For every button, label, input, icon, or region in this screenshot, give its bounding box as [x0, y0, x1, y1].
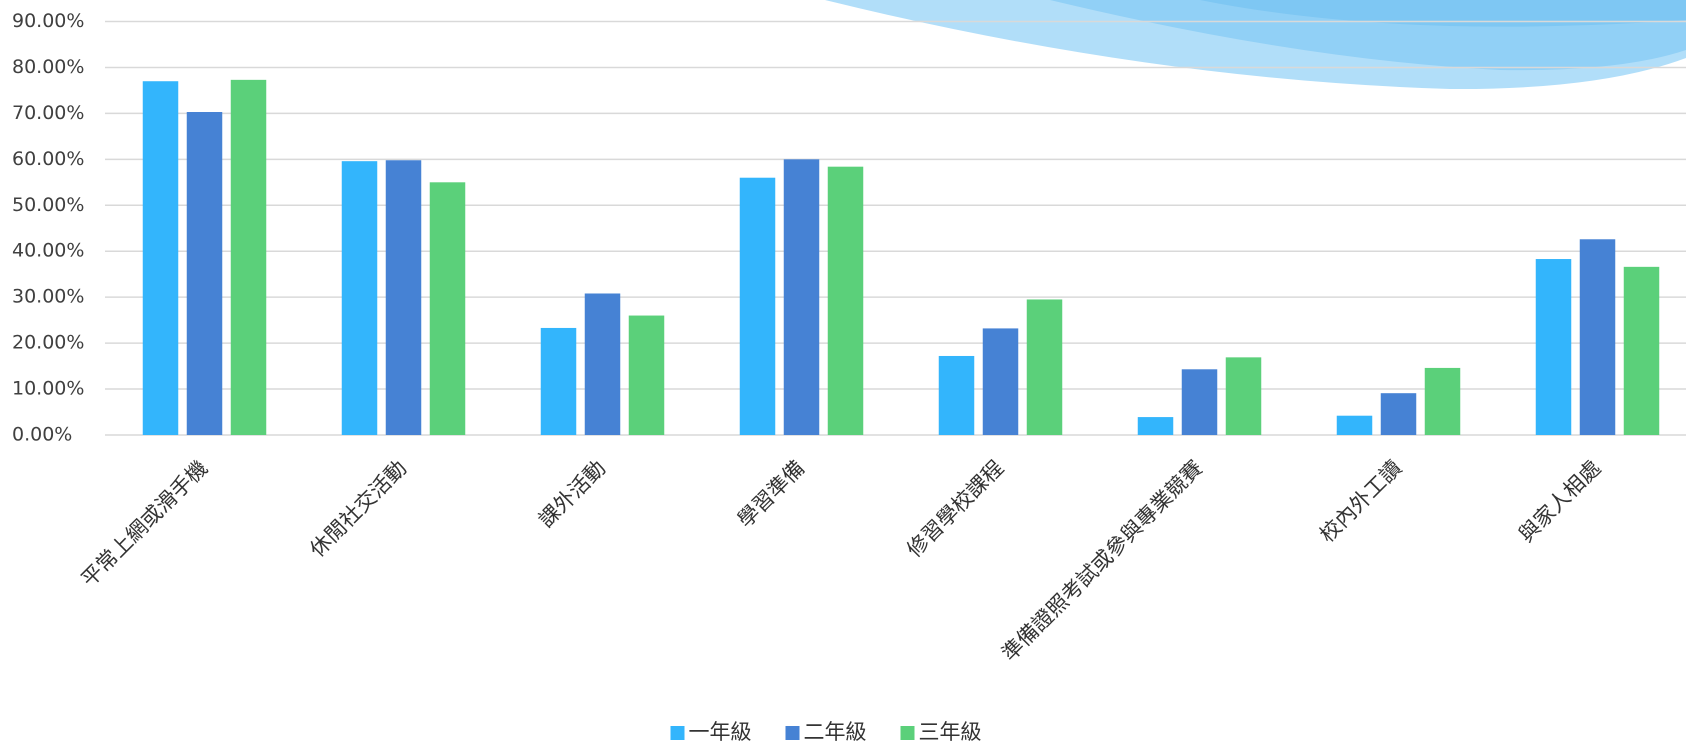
bar — [541, 328, 577, 435]
bar — [629, 316, 665, 435]
bar — [187, 112, 223, 435]
y-tick-label: 50.00% — [12, 194, 84, 216]
y-tick-label: 60.00% — [12, 148, 84, 170]
y-tick-label: 80.00% — [12, 56, 84, 78]
y-tick-label: 10.00% — [12, 378, 84, 400]
bar — [1226, 357, 1262, 435]
x-tick-label: 休閒社交活動 — [305, 456, 411, 562]
y-tick-label: 30.00% — [12, 286, 84, 308]
bar — [1624, 267, 1660, 435]
bar — [1138, 417, 1174, 435]
bar — [386, 160, 422, 435]
x-tick-label: 學習準備 — [733, 456, 809, 532]
bar — [1425, 368, 1461, 435]
legend-label: 二年級 — [804, 720, 867, 743]
bar — [1027, 299, 1063, 435]
bar — [939, 356, 975, 435]
bar — [430, 182, 466, 435]
x-tick-label: 平常上網或滑手機 — [77, 456, 213, 592]
x-tick-label: 與家人相處 — [1514, 456, 1605, 547]
bar — [143, 81, 179, 435]
x-tick-label: 修習學校課程 — [902, 456, 1008, 562]
legend-swatch — [786, 726, 800, 740]
bar — [1337, 416, 1373, 435]
y-tick-label: 0.00% — [12, 424, 72, 446]
x-tick-label: 校內外工讀 — [1315, 456, 1406, 547]
bar — [983, 328, 1019, 435]
bar — [1182, 369, 1218, 435]
chart: 0.00% 10.00% 20.00% 30.00% 40.00% 50.00% 60.00… — [0, 0, 1686, 743]
decoration — [825, 0, 1686, 89]
y-tick-label: 20.00% — [12, 332, 84, 354]
bar — [231, 80, 267, 435]
y-tick-label: 40.00% — [12, 240, 84, 262]
bar — [740, 178, 776, 435]
bar — [342, 161, 378, 435]
bar — [828, 167, 864, 435]
y-tick-label: 90.00% — [12, 10, 84, 32]
legend-swatch — [671, 726, 685, 740]
bar — [1381, 393, 1417, 435]
x-tick-label: 課外活動 — [534, 456, 610, 532]
bar — [784, 159, 820, 435]
bar — [1536, 259, 1572, 435]
legend-label: 一年級 — [689, 720, 752, 743]
x-tick-label: 準備證照考試或參與專業競賽 — [997, 456, 1207, 666]
legend-swatch — [901, 726, 915, 740]
y-tick-label: 70.00% — [12, 102, 84, 124]
legend-label: 三年級 — [919, 720, 982, 743]
bar — [585, 293, 621, 435]
bar — [1580, 239, 1616, 435]
